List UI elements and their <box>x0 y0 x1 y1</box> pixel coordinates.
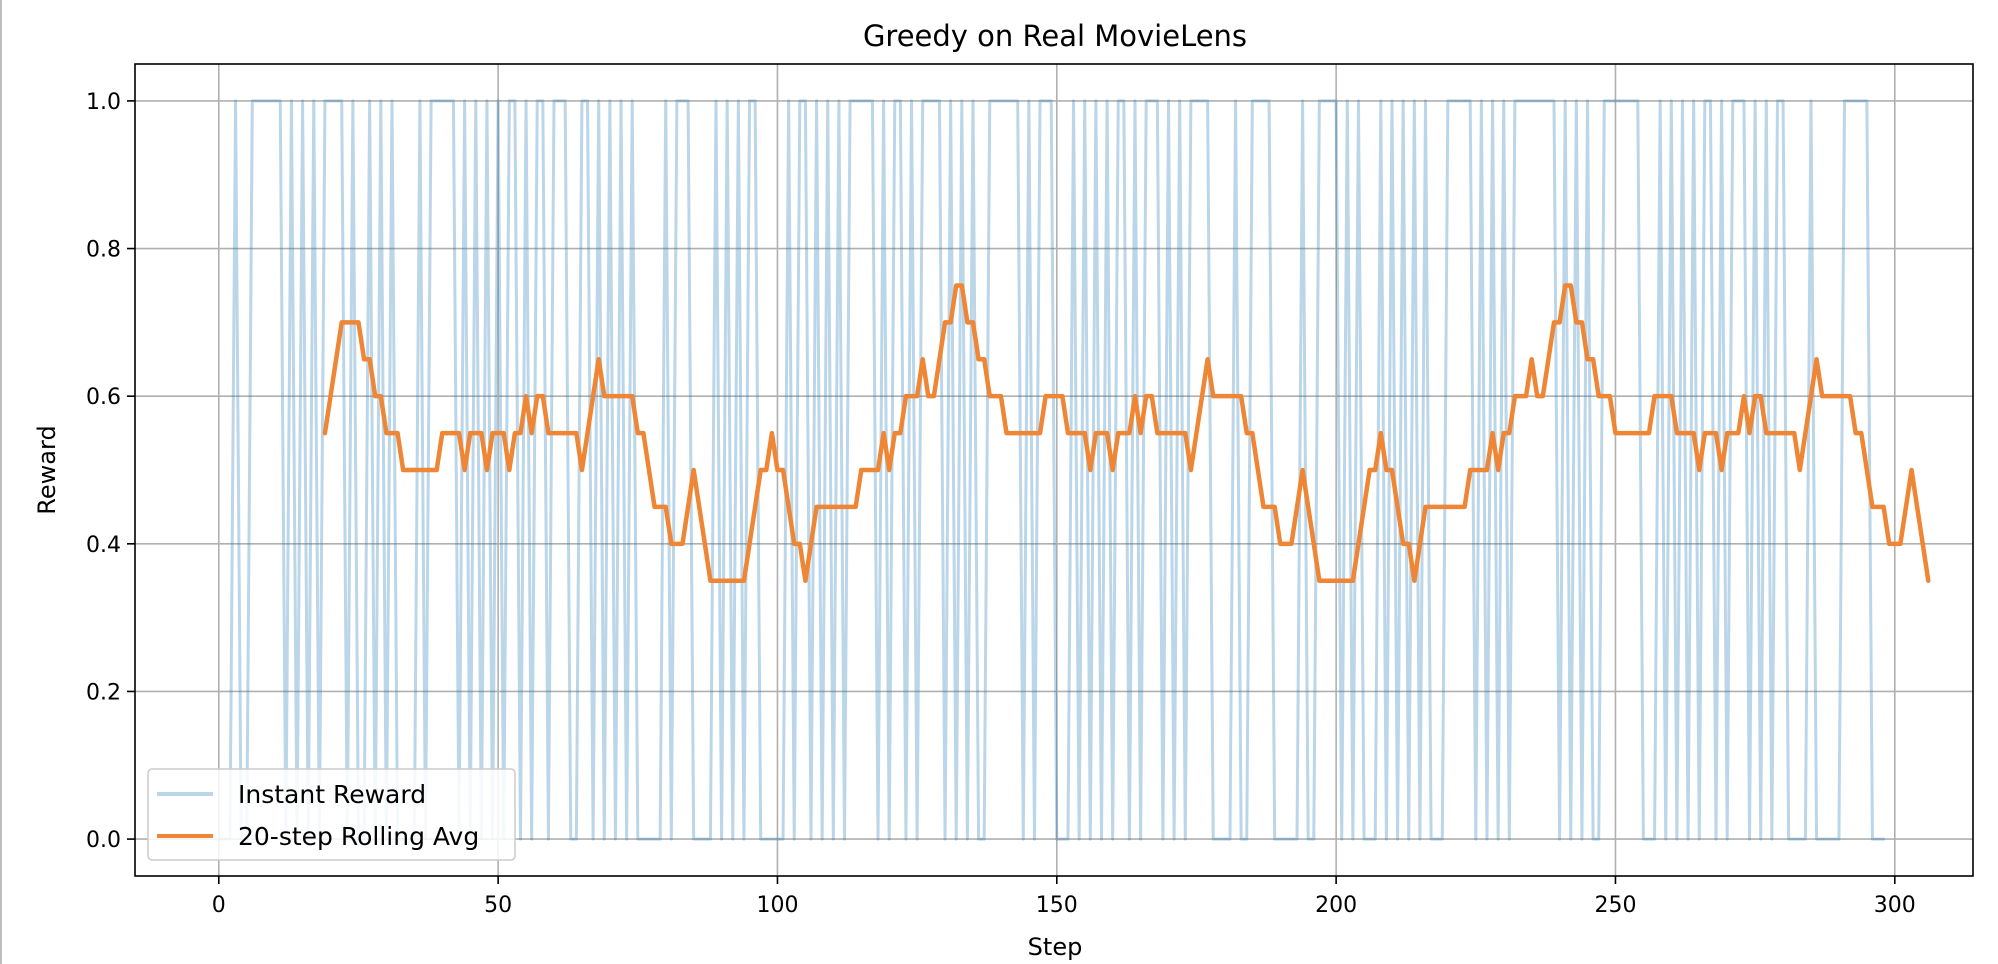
x-tick-label: 250 <box>1594 893 1636 918</box>
plot-frame <box>134 63 1974 877</box>
x-tick-label: 300 <box>1874 893 1916 918</box>
legend-box <box>147 768 516 861</box>
legend-label-rolling-avg: 20-step Rolling Avg <box>238 822 479 851</box>
x-tick-label: 50 <box>484 893 512 918</box>
x-axis-label: Step <box>1028 933 1083 961</box>
y-tick-label: 0.4 <box>86 533 121 558</box>
y-tick-label: 0.2 <box>86 680 121 705</box>
rolling-avg-line <box>322 283 1931 583</box>
x-tick-label: 150 <box>1036 893 1078 918</box>
y-tick-label: 0.0 <box>86 828 121 853</box>
y-axis-label: Reward <box>33 425 61 514</box>
x-tick-label: 100 <box>756 893 798 918</box>
x-axis-ticks: 0 50 100 150 200 250 300 <box>212 876 1916 918</box>
legend-label-instant-reward: Instant Reward <box>238 780 426 809</box>
legend: Instant Reward 20-step Rolling Avg <box>147 768 516 861</box>
chart-title: Greedy on Real MovieLens <box>863 19 1247 53</box>
x-tick-label: 0 <box>212 893 226 918</box>
y-axis-ticks: 0.0 0.2 0.4 0.6 0.8 1.0 <box>86 90 135 853</box>
x-tick-label: 200 <box>1315 893 1357 918</box>
instant-reward-line <box>217 99 1886 841</box>
y-tick-label: 0.6 <box>86 385 121 410</box>
y-tick-label: 1.0 <box>86 90 121 115</box>
y-tick-label: 0.8 <box>86 238 121 263</box>
series-layer <box>217 99 1931 841</box>
